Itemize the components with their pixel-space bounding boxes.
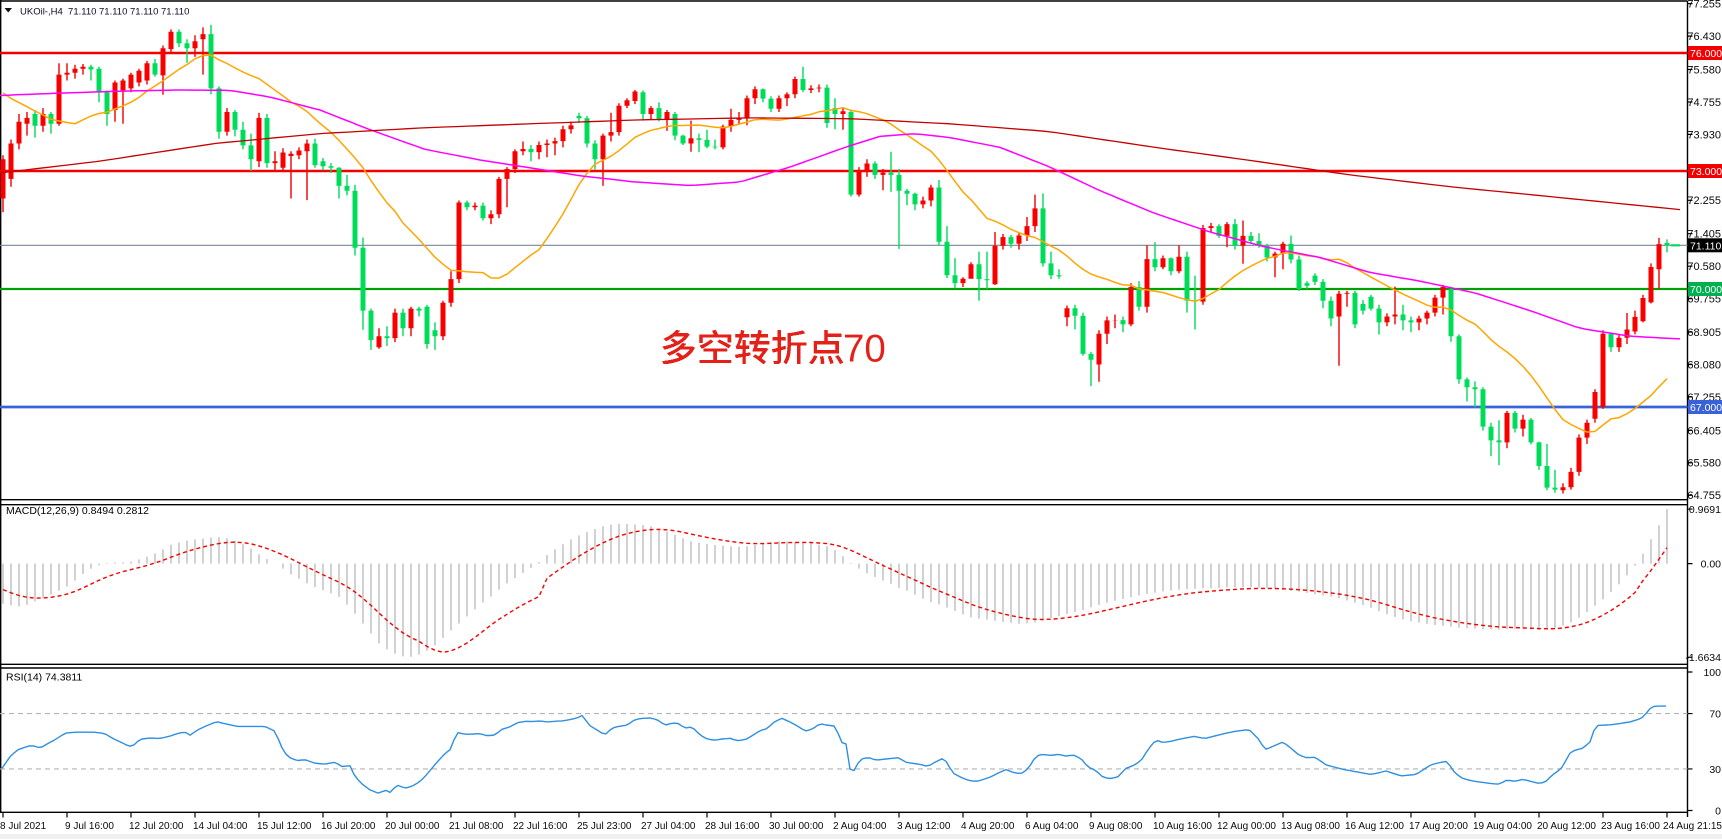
svg-text:-1.6634: -1.6634 [1685, 652, 1721, 664]
svg-text:28 Jul 16:00: 28 Jul 16:00 [705, 821, 760, 832]
svg-text:23 Aug 16:00: 23 Aug 16:00 [1601, 821, 1660, 832]
svg-text:73.930: 73.930 [1687, 129, 1721, 141]
svg-text:20 Jul 00:00: 20 Jul 00:00 [385, 821, 440, 832]
svg-text:16 Aug 12:00: 16 Aug 12:00 [1345, 821, 1404, 832]
svg-text:0.9691: 0.9691 [1689, 504, 1721, 516]
svg-text:70: 70 [843, 328, 886, 371]
svg-text:0.00: 0.00 [1701, 559, 1722, 571]
svg-text:24 Aug 21:15: 24 Aug 21:15 [1663, 821, 1722, 832]
svg-text:8 Jul 2021: 8 Jul 2021 [0, 821, 47, 832]
svg-text:75.580: 75.580 [1687, 64, 1721, 76]
svg-text:30: 30 [1709, 764, 1721, 776]
svg-text:64.755: 64.755 [1687, 490, 1721, 502]
svg-text:70.580: 70.580 [1687, 261, 1721, 273]
svg-text:100: 100 [1703, 667, 1721, 679]
svg-text:15 Jul 12:00: 15 Jul 12:00 [257, 821, 312, 832]
svg-text:68.080: 68.080 [1687, 359, 1721, 371]
svg-text:74.755: 74.755 [1687, 97, 1721, 109]
svg-text:73.000: 73.000 [1690, 166, 1722, 178]
svg-text:71.405: 71.405 [1687, 229, 1721, 241]
svg-text:9 Jul 16:00: 9 Jul 16:00 [65, 821, 114, 832]
svg-text:70.000: 70.000 [1690, 284, 1722, 296]
svg-text:13 Aug 08:00: 13 Aug 08:00 [1281, 821, 1340, 832]
svg-text:2 Aug 04:00: 2 Aug 04:00 [833, 821, 887, 832]
svg-text:4 Aug 20:00: 4 Aug 20:00 [961, 821, 1015, 832]
svg-text:21 Jul 08:00: 21 Jul 08:00 [449, 821, 504, 832]
svg-text:66.405: 66.405 [1687, 425, 1721, 437]
svg-text:12 Jul 20:00: 12 Jul 20:00 [129, 821, 184, 832]
svg-text:14 Jul 04:00: 14 Jul 04:00 [193, 821, 248, 832]
svg-text:72.255: 72.255 [1687, 195, 1721, 207]
svg-text:67.000: 67.000 [1690, 402, 1722, 414]
svg-text:76.430: 76.430 [1687, 31, 1721, 43]
svg-text:17 Aug 20:00: 17 Aug 20:00 [1409, 821, 1468, 832]
svg-text:20 Aug 12:00: 20 Aug 12:00 [1537, 821, 1596, 832]
svg-text:19 Aug 04:00: 19 Aug 04:00 [1473, 821, 1532, 832]
svg-text:77.255: 77.255 [1687, 0, 1721, 11]
svg-text:27 Jul 04:00: 27 Jul 04:00 [641, 821, 696, 832]
svg-text:6 Aug 04:00: 6 Aug 04:00 [1025, 821, 1079, 832]
svg-text:68.905: 68.905 [1687, 327, 1721, 339]
svg-text:30 Jul 00:00: 30 Jul 00:00 [769, 821, 824, 832]
svg-text:9 Aug 08:00: 9 Aug 08:00 [1089, 821, 1143, 832]
svg-text:3 Aug 12:00: 3 Aug 12:00 [897, 821, 951, 832]
svg-text:RSI(14) 74.3811: RSI(14) 74.3811 [6, 672, 82, 684]
svg-text:MACD(12,26,9) 0.8494 0.2812: MACD(12,26,9) 0.8494 0.2812 [6, 505, 149, 517]
svg-text:22 Jul 16:00: 22 Jul 16:00 [513, 821, 568, 832]
svg-text:25 Jul 23:00: 25 Jul 23:00 [577, 821, 632, 832]
svg-text:65.580: 65.580 [1687, 458, 1721, 470]
svg-text:69.755: 69.755 [1687, 294, 1721, 306]
svg-text:16 Jul 20:00: 16 Jul 20:00 [321, 821, 376, 832]
svg-text:70: 70 [1709, 708, 1721, 720]
svg-text:71.110: 71.110 [1690, 241, 1721, 253]
svg-text:10 Aug 16:00: 10 Aug 16:00 [1153, 821, 1212, 832]
svg-text:12 Aug 00:00: 12 Aug 00:00 [1217, 821, 1276, 832]
svg-text:0: 0 [1715, 805, 1721, 817]
svg-text:76.000: 76.000 [1690, 48, 1722, 60]
svg-text:UKOil-,H4 71.110 71.110 71.11: UKOil-,H4 71.110 71.110 71.110 71.110 [20, 7, 189, 18]
